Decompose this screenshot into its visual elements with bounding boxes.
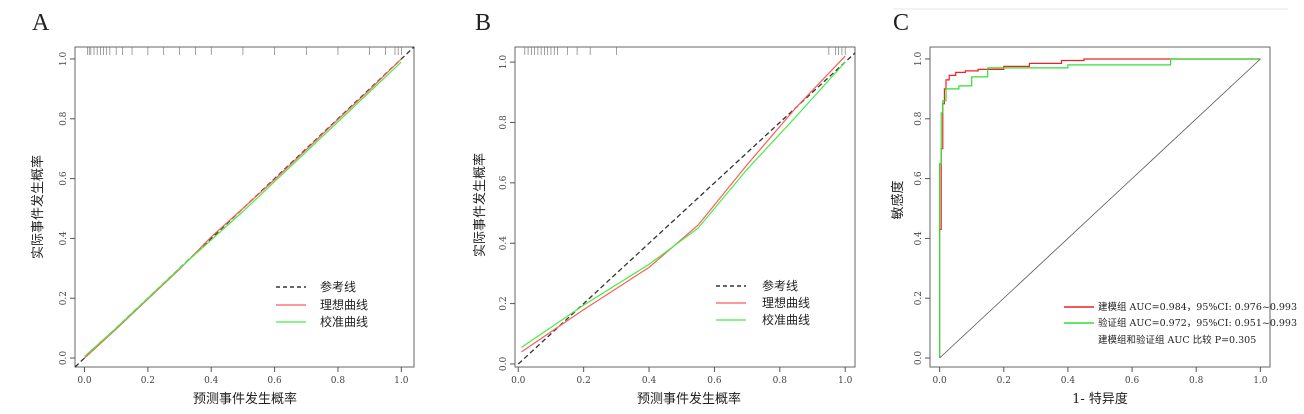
- panel-b-series-line-2: [521, 61, 846, 348]
- panel-b-legend-label-ideal: 理想曲线: [762, 295, 810, 310]
- panel-c-series-lines: [938, 58, 1261, 359]
- panel-b-x-axis-title: 预测事件发生概率: [637, 391, 741, 407]
- panel-a-series-line-1: [84, 58, 402, 359]
- panel-a-series-line-2: [84, 61, 402, 357]
- panel-c: C 0.0 0.2 0.4 0.6 0.8 1.0 0.00.20.40.60.81.0 …: [890, 8, 1297, 407]
- panel-a-y-tick-label: 0.2: [59, 291, 69, 305]
- panel-c-series-line-2: [939, 58, 1261, 359]
- panel-c-y-tick-label: 0.0: [914, 351, 924, 366]
- panel-b-series-line-1: [521, 55, 846, 353]
- panel-b-plot-frame: [514, 46, 856, 368]
- panel-c-y-ticks: 0.0 0.2 0.4 0.6 0.8 1.0: [914, 52, 930, 366]
- panel-c-x-tick-label: 0.8: [1189, 376, 1204, 386]
- panel-a-y-axis-title: 实际事件发生概率: [30, 155, 46, 259]
- panel-a-x-tick-label: 0.8: [331, 376, 346, 386]
- panel-c-x-tick-label: 0.4: [1061, 376, 1076, 386]
- panel-b-x-tick-label: 0.6: [707, 376, 722, 386]
- panel-c-series-line-0: [938, 58, 1261, 358]
- panel-c-y-tick-label: 0.2: [914, 291, 924, 305]
- panel-a-y-tick-label: 0.6: [59, 171, 69, 186]
- panel-c-legend-label-training: 建模组 AUC=0.984，95%CI: 0.976~0.993: [1098, 301, 1297, 313]
- panel-c-y-tick-label: 0.6: [914, 171, 924, 186]
- panel-c-plot-frame: [929, 46, 1271, 368]
- panel-b-legend-label-calibration: 校准曲线: [762, 312, 810, 327]
- panel-b-series-lines: [517, 52, 856, 365]
- panel-a: A 0.0 0.2 0.4 0.6 0.8 1.0 0.00.20.40.60.81.0 …: [30, 10, 415, 407]
- panel-a-x-tick-label: 0.0: [77, 376, 92, 386]
- panel-b-y-axis-title: 实际事件发生概率: [472, 153, 488, 257]
- panel-c-series-line-1: [938, 58, 1261, 358]
- panel-a-plot-frame: [74, 46, 415, 368]
- panel-a-x-axis-title: 预测事件发生概率: [193, 391, 297, 407]
- panel-b-legend: 参考线 理想曲线 校准曲线: [716, 278, 810, 327]
- panel-b-x-ticks: 0.0 0.2 0.4 0.6 0.8 1.0: [511, 367, 853, 386]
- panel-b-x-tick-label: 0.8: [773, 376, 788, 386]
- panel-a-legend-label-calibration: 校准曲线: [320, 314, 368, 329]
- panel-a-legend: 参考线 理想曲线 校准曲线: [276, 279, 368, 329]
- panel-c-x-axis-title: 1- 特异度: [1072, 391, 1128, 407]
- panel-c-legend-label-validation: 验证组 AUC=0.972，95%CI: 0.951~0.993: [1098, 317, 1297, 329]
- panel-a-y-tick-label: 0.0: [59, 351, 69, 366]
- panel-b-y-tick-label: 0.2: [499, 296, 509, 310]
- panel-a-y-ticks: 0.0 0.2 0.4 0.6 0.8 1.0: [59, 52, 75, 366]
- panel-a-legend-label-reference: 参考线: [320, 279, 356, 294]
- panel-a-y-tick-label: 0.8: [59, 111, 69, 126]
- panel-a-rug-marks: [87, 47, 402, 55]
- panel-a-y-tick-label: 1.0: [59, 52, 69, 67]
- panel-b-y-tick-label: 1.0: [499, 55, 509, 70]
- panel-b-x-tick-label: 0.0: [511, 376, 526, 386]
- panel-b-series-line-0: [517, 52, 856, 365]
- panel-b-x-tick-label: 0.4: [642, 376, 657, 386]
- panel-b-y-tick-label: 0.6: [499, 175, 509, 190]
- panel-a-x-tick-label: 0.6: [267, 376, 282, 386]
- panel-c-x-tick-label: 1.0: [1253, 376, 1268, 386]
- panel-c-x-tick-label: 0.6: [1125, 376, 1140, 386]
- panel-c-x-tick-label: 0.2: [997, 376, 1011, 386]
- panel-a-x-ticks: 0.0 0.2 0.4 0.6 0.8 1.0: [77, 367, 409, 386]
- panel-b-y-tick-label: 0.0: [499, 357, 509, 372]
- panel-b-rug-marks: [524, 47, 846, 55]
- panel-b-letter: B: [475, 10, 491, 36]
- panel-c-legend-note: 建模组和验证组 AUC 比较 P=0.305: [1098, 334, 1256, 346]
- panel-c-y-axis-title: 敏感度: [890, 180, 906, 219]
- panel-a-series-lines: [74, 46, 415, 368]
- panel-c-y-tick-label: 1.0: [914, 52, 924, 67]
- panel-b: B 0.0 0.2 0.4 0.6 0.8 1.0 0.00.20.40.60.81.0 …: [472, 10, 856, 407]
- panel-b-y-tick-label: 0.4: [499, 236, 509, 251]
- panel-a-x-tick-label: 1.0: [394, 376, 409, 386]
- panel-c-x-ticks: 0.0 0.2 0.4 0.6 0.8 1.0: [932, 367, 1268, 386]
- panel-c-y-tick-label: 0.4: [914, 231, 924, 246]
- panel-a-x-tick-label: 0.4: [204, 376, 219, 386]
- panel-a-letter: A: [32, 10, 50, 36]
- panel-b-x-tick-label: 0.2: [576, 376, 590, 386]
- panel-b-y-tick-label: 0.8: [499, 115, 509, 130]
- panel-a-y-tick-label: 0.4: [59, 231, 69, 246]
- panel-c-letter: C: [893, 10, 909, 36]
- panel-a-legend-label-ideal: 理想曲线: [320, 297, 368, 312]
- panel-b-x-tick-label: 1.0: [838, 376, 853, 386]
- panel-a-x-tick-label: 0.2: [141, 376, 155, 386]
- panel-b-legend-label-reference: 参考线: [762, 278, 798, 293]
- panel-c-y-tick-label: 0.8: [914, 111, 924, 126]
- panel-c-x-tick-label: 0.0: [932, 376, 947, 386]
- panel-b-y-ticks: 0.0 0.2 0.4 0.6 0.8 1.0: [499, 55, 515, 371]
- panel-c-legend: 建模组 AUC=0.984，95%CI: 0.976~0.993 验证组 AUC…: [1064, 301, 1297, 346]
